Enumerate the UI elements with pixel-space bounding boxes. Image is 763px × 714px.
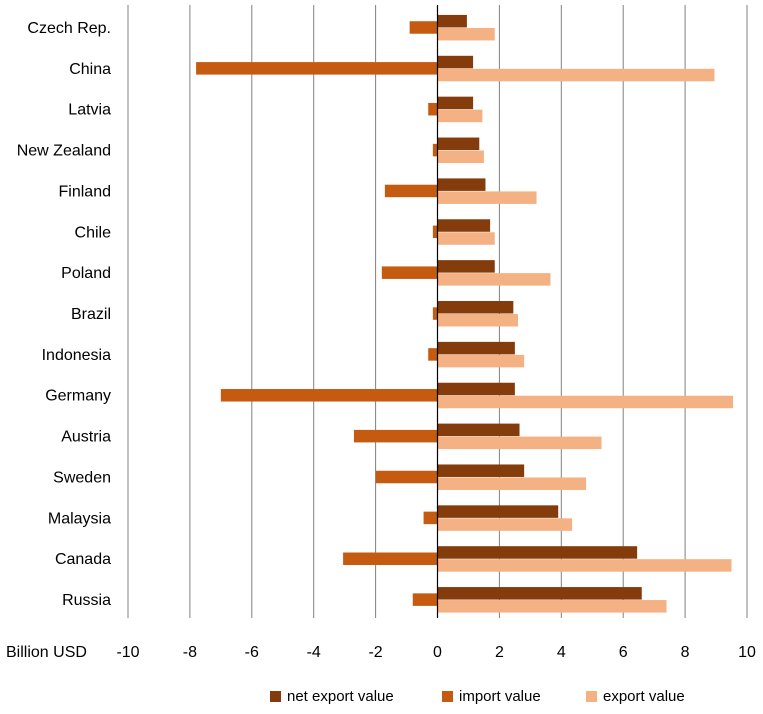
category-label: New Zealand — [17, 143, 111, 160]
bar-import-value — [384, 184, 438, 198]
bar-net-export-value — [437, 423, 520, 437]
legend-item: net export value — [270, 688, 394, 705]
bar-export-value — [437, 68, 715, 82]
bar-import-value — [412, 593, 438, 606]
bar-export-value — [437, 436, 602, 450]
category-label: Brazil — [71, 306, 111, 323]
bar-import-value — [409, 21, 438, 34]
legend-label: export value — [603, 688, 685, 705]
x-tick-label: 8 — [681, 644, 690, 661]
legend-label: net export value — [287, 688, 394, 705]
bar-export-value — [437, 109, 483, 123]
chart: Czech Rep. China Latvia New Zealand Finland C… — [6, 5, 756, 661]
bar-net-export-value — [437, 55, 474, 69]
category-label: Malaysia — [48, 510, 111, 527]
legend-swatch — [442, 691, 453, 702]
legend-swatch — [270, 691, 281, 702]
bar-export-value — [437, 600, 667, 613]
bar-export-value — [437, 27, 495, 41]
bar-export-value — [437, 191, 537, 204]
bar-net-export-value — [437, 546, 638, 559]
bar-import-value — [432, 225, 438, 239]
x-tick-label: 4 — [557, 644, 566, 661]
bar-import-value — [353, 429, 438, 443]
category-label: Germany — [45, 388, 111, 405]
bar-import-value — [428, 102, 438, 116]
category-label: Canada — [55, 551, 111, 568]
bar-import-value — [428, 348, 438, 361]
bar-export-value — [437, 477, 587, 490]
legend-item: export value — [586, 688, 685, 705]
x-tick-label: -8 — [183, 644, 197, 661]
category-label: Austria — [61, 429, 111, 446]
x-tick-label: -6 — [245, 644, 259, 661]
category-label: Latvia — [68, 102, 111, 119]
bars — [196, 14, 734, 613]
bar-export-value — [437, 150, 484, 164]
x-tick-label: -10 — [116, 644, 139, 661]
bar-export-value — [437, 314, 518, 327]
bar-import-value — [432, 143, 438, 157]
bar-export-value — [437, 354, 525, 368]
bar-export-value — [437, 518, 573, 531]
legend: net export value import value export value — [0, 688, 763, 712]
bar-export-value — [437, 559, 732, 572]
bar-import-value — [381, 266, 438, 279]
x-axis-label: Billion USD — [6, 644, 87, 661]
bar-net-export-value — [437, 260, 495, 273]
bar-export-value — [437, 232, 495, 245]
bar-net-export-value — [437, 587, 642, 600]
category-label: Indonesia — [42, 347, 111, 364]
bar-net-export-value — [437, 178, 486, 191]
category-label: Finland — [59, 183, 111, 200]
category-label: Czech Rep. — [27, 20, 111, 37]
bar-net-export-value — [437, 505, 559, 518]
category-label: Chile — [75, 224, 112, 241]
bar-net-export-value — [437, 96, 474, 110]
category-labels: Czech Rep. China Latvia New Zealand Finland C… — [17, 20, 111, 609]
bar-net-export-value — [437, 301, 514, 314]
category-label: China — [69, 61, 111, 78]
x-tick-label: 6 — [619, 644, 628, 661]
bar-net-export-value — [437, 382, 515, 396]
x-tick-label: 2 — [495, 644, 504, 661]
bar-net-export-value — [437, 14, 467, 28]
bar-import-value — [432, 307, 438, 320]
bar-import-value — [343, 552, 438, 565]
bar-import-value — [196, 62, 438, 75]
bar-net-export-value — [437, 137, 480, 151]
bar-net-export-value — [437, 341, 515, 355]
bar-net-export-value — [437, 219, 491, 232]
bar-import-value — [220, 389, 438, 402]
bar-export-value — [437, 273, 551, 286]
x-tick-label: 0 — [433, 644, 442, 661]
x-tick-label: -4 — [307, 644, 321, 661]
x-tick-labels: -10 -8 -6 -4 -2 0 2 4 6 8 10 — [116, 644, 756, 661]
x-tick-label: 10 — [738, 644, 756, 661]
category-label: Poland — [61, 265, 111, 282]
bar-export-value — [437, 395, 734, 409]
bar-import-value — [423, 511, 438, 525]
category-label: Sweden — [53, 469, 111, 486]
legend-swatch — [586, 691, 597, 702]
legend-label: import value — [459, 688, 541, 705]
bar-net-export-value — [437, 464, 525, 477]
legend-item: import value — [442, 688, 541, 705]
category-label: Russia — [62, 592, 111, 609]
bar-import-value — [375, 470, 438, 484]
x-tick-label: -2 — [368, 644, 382, 661]
